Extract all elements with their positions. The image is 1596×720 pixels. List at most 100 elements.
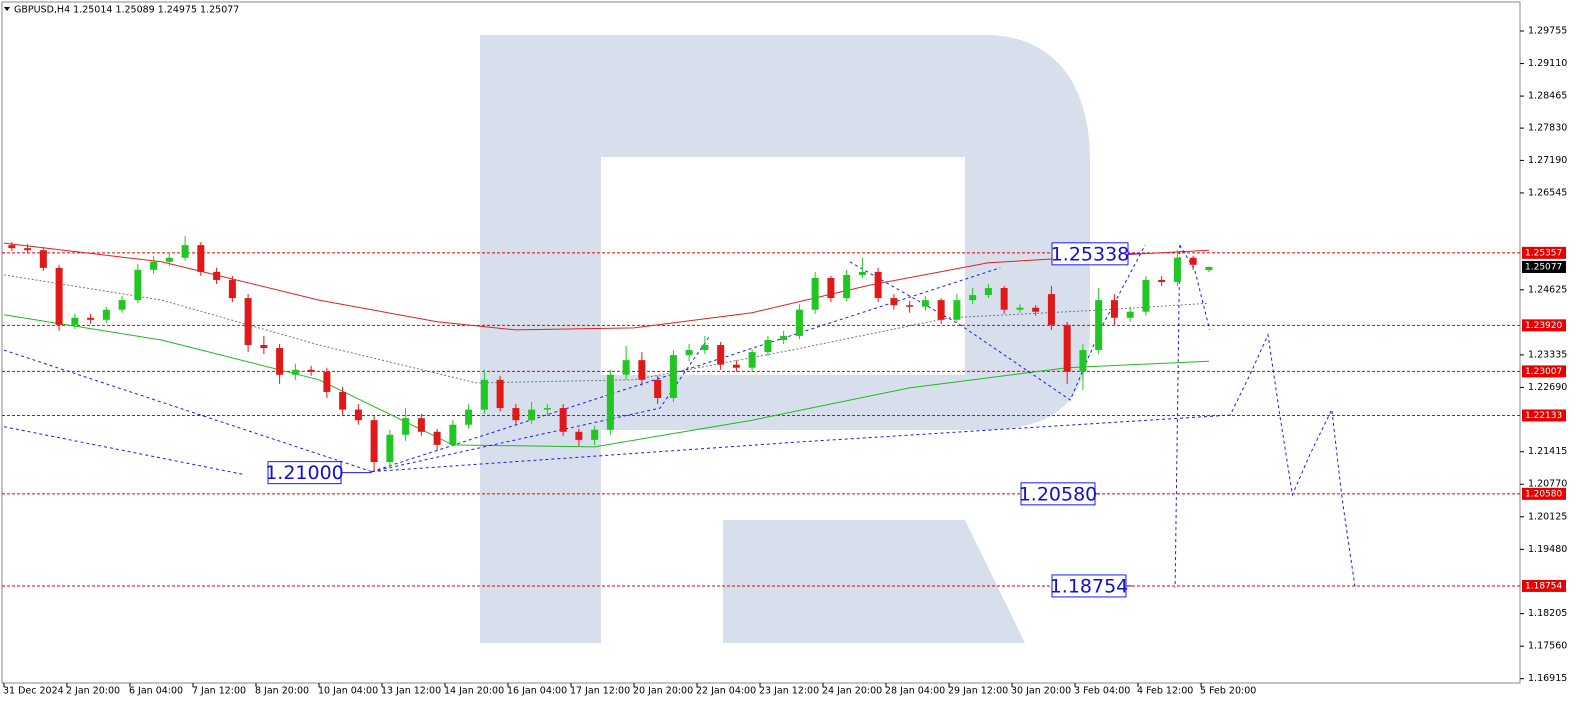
chart-title: GBPUSD,H4 1.25014 1.25089 1.24975 1.2507…: [14, 5, 239, 16]
candle-body: [39, 250, 47, 268]
candle-body: [197, 245, 205, 272]
x-tick-label: 31 Dec 2024: [3, 686, 64, 697]
y-tick-label: 1.26545: [1528, 187, 1567, 198]
x-tick-label: 22 Jan 04:00: [696, 686, 756, 697]
candle-body: [465, 409, 473, 425]
level-tag: [1522, 487, 1566, 500]
candle-body: [433, 431, 441, 445]
candle-body: [165, 257, 173, 262]
y-tick-label: 1.29110: [1528, 58, 1567, 69]
y-tick-label: 1.21415: [1528, 446, 1567, 457]
candle-body: [543, 408, 551, 410]
candle-body: [480, 379, 488, 410]
candle-body: [843, 274, 851, 299]
candle-body: [528, 409, 536, 421]
candle-body: [748, 352, 756, 368]
moving-average: [3, 314, 1209, 448]
x-tick-label: 7 Jan 12:00: [192, 686, 246, 697]
candle-body: [1142, 279, 1150, 312]
candle-body: [213, 271, 221, 280]
x-tick-label: 17 Jan 12:00: [570, 686, 630, 697]
x-tick-label: 20 Jan 20:00: [633, 686, 693, 697]
x-tick-label: 29 Jan 12:00: [948, 686, 1008, 697]
candle-body: [874, 271, 882, 299]
candle-body: [1189, 257, 1197, 265]
candle-body: [780, 335, 788, 340]
candle-body: [1079, 350, 1087, 372]
candle-body: [685, 350, 693, 356]
forecast-line: [3, 426, 246, 476]
candle-body: [291, 369, 299, 375]
candle-body: [858, 271, 866, 275]
candle-body: [811, 277, 819, 310]
y-tick-label: 1.20125: [1528, 511, 1567, 522]
candle-body: [1063, 324, 1071, 372]
candle-body: [1095, 300, 1103, 351]
candle-body: [717, 345, 725, 365]
x-tick-label: 4 Feb 12:00: [1137, 686, 1193, 697]
candle-body: [732, 364, 740, 368]
level-tag: [1522, 365, 1566, 378]
candle-body: [1205, 266, 1213, 271]
annotation-box: [1051, 242, 1129, 266]
candle-body: [449, 424, 457, 445]
last-price-label: 1.25077: [1525, 262, 1562, 272]
candle-body: [1000, 288, 1008, 310]
annotation-box: [267, 461, 342, 485]
candle-body: [575, 431, 583, 440]
level-tag: [1522, 319, 1566, 332]
y-tick-label: 1.19480: [1528, 544, 1567, 555]
last-price-tag: [1522, 260, 1566, 273]
y-tick-label: 1.16915: [1528, 673, 1567, 684]
x-tick-label: 8 Jan 20:00: [255, 686, 309, 697]
x-tick-label: 2 Jan 20:00: [66, 686, 120, 697]
watermark-stem: [480, 35, 601, 643]
candle-body: [354, 409, 362, 421]
candle-body: [228, 279, 236, 299]
candle-body: [417, 418, 425, 432]
forecast-line: [3, 349, 372, 473]
candle-body: [55, 267, 63, 325]
candle-body: [150, 261, 158, 270]
candle-body: [921, 300, 929, 307]
annotation-box: [1051, 574, 1127, 598]
x-tick-label: 14 Jan 20:00: [444, 686, 504, 697]
candle-body: [24, 248, 32, 251]
annotation-label: 1.25338: [1051, 243, 1130, 265]
x-tick-label: 23 Jan 12:00: [759, 686, 819, 697]
candle-body: [937, 300, 945, 320]
candle-body: [654, 379, 662, 398]
x-tick-label: 6 Jan 04:00: [129, 686, 183, 697]
level-tag-label: 1.20580: [1525, 489, 1562, 499]
forecast-line: [371, 267, 1001, 473]
forecast-line: [371, 333, 1356, 590]
level-tag: [1522, 246, 1566, 259]
annotation-label: 1.20580: [1019, 483, 1098, 505]
annotation-label: 1.18754: [1050, 575, 1129, 597]
candle-body: [701, 345, 709, 351]
forecast-line: [371, 334, 711, 473]
candle-body: [1173, 257, 1181, 282]
y-tick-label: 1.24625: [1528, 284, 1567, 295]
candle-body: [890, 298, 898, 306]
candle-body: [512, 408, 520, 421]
y-tick-label: 1.27190: [1528, 155, 1567, 166]
x-tick-label: 3 Feb 04:00: [1074, 686, 1130, 697]
candle-body: [339, 391, 347, 410]
candle-body: [386, 434, 394, 463]
candle-body: [1110, 300, 1118, 318]
moving-average: [3, 242, 1209, 331]
level-tag-label: 1.23920: [1525, 321, 1562, 331]
candle-body: [260, 345, 268, 349]
y-tick-label: 1.27830: [1528, 123, 1567, 134]
candle-body: [496, 379, 504, 409]
menu-icon: [4, 7, 10, 11]
candle-body: [1158, 279, 1166, 282]
y-tick-label: 1.22690: [1528, 382, 1567, 393]
level-tag-label: 1.18754: [1525, 581, 1562, 591]
level-tag-label: 1.25357: [1525, 248, 1562, 258]
y-tick-label: 1.18205: [1528, 608, 1567, 619]
level-tag-label: 1.22133: [1525, 411, 1562, 421]
candle-body: [969, 295, 977, 301]
